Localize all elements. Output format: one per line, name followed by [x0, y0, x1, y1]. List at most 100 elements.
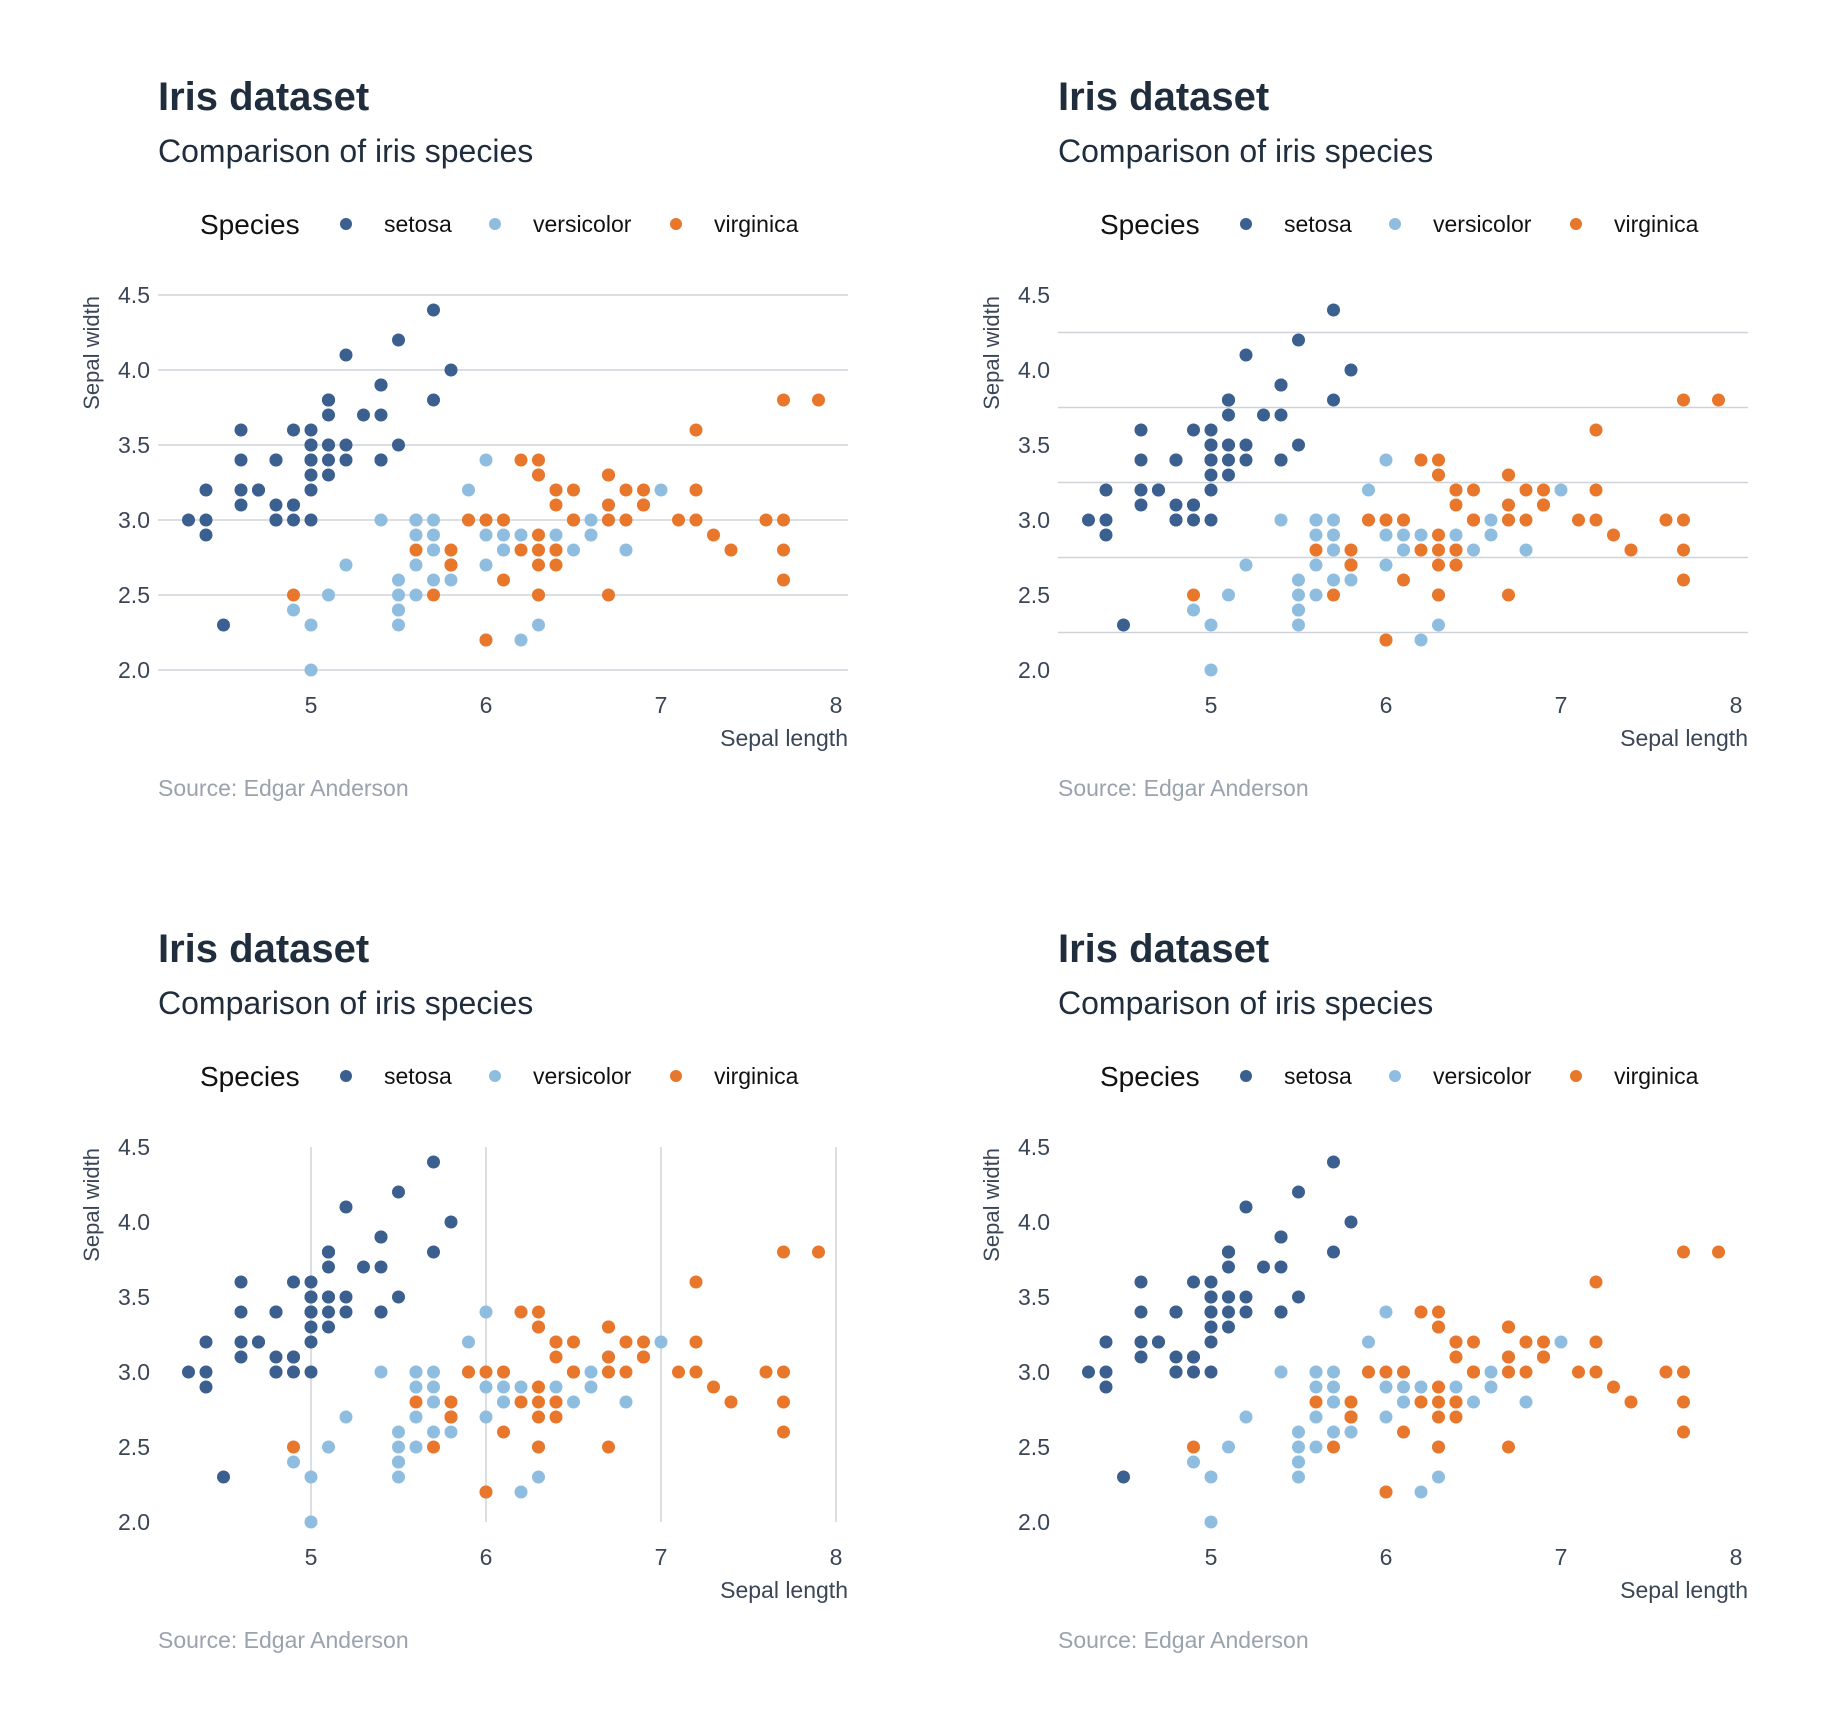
data-point-virginica: [532, 543, 545, 557]
data-point-setosa: [322, 1305, 335, 1319]
data-point-versicolor: [1309, 513, 1323, 527]
data-point-setosa: [287, 513, 300, 527]
data-point-virginica: [514, 1305, 528, 1319]
data-point-virginica: [1432, 453, 1445, 467]
data-point-versicolor: [1379, 1380, 1393, 1394]
data-point-virginica: [532, 528, 545, 542]
data-point-virginica: [1537, 498, 1550, 512]
data-point-virginica: [532, 1440, 545, 1454]
data-point-virginica: [1449, 1335, 1463, 1349]
data-point-setosa: [392, 1290, 405, 1304]
data-point-setosa: [1239, 1200, 1253, 1214]
x-axis-label: Sepal length: [1620, 725, 1748, 751]
data-point-versicolor: [1309, 1440, 1323, 1454]
data-point-versicolor: [567, 543, 580, 557]
data-point-setosa: [1222, 453, 1235, 467]
y-tick-label: 2.5: [1018, 582, 1050, 608]
data-point-setosa: [234, 483, 248, 497]
data-point-virginica: [1432, 1440, 1445, 1454]
data-point-versicolor: [567, 1395, 580, 1409]
data-point-setosa: [392, 333, 405, 347]
data-point-setosa: [322, 1245, 335, 1259]
data-point-virginica: [532, 453, 545, 467]
data-point-setosa: [374, 1305, 388, 1319]
data-point-setosa: [1222, 1245, 1235, 1259]
x-tick-label: 7: [655, 692, 668, 718]
y-tick-label: 4.5: [118, 282, 150, 308]
data-point-virginica: [427, 1440, 440, 1454]
data-point-setosa: [427, 393, 440, 407]
data-point-setosa: [1082, 513, 1095, 527]
data-point-virginica: [1572, 513, 1585, 527]
series-versicolor: [1187, 1305, 1568, 1529]
x-tick-label: 7: [1555, 1544, 1568, 1570]
data-point-virginica: [672, 513, 685, 527]
data-point-setosa: [287, 1275, 300, 1289]
data-point-versicolor: [1187, 603, 1200, 617]
data-point-versicolor: [479, 1380, 493, 1394]
data-point-virginica: [1624, 1395, 1638, 1409]
data-point-versicolor: [584, 1365, 598, 1379]
data-point-virginica: [1519, 513, 1533, 527]
data-point-setosa: [287, 1365, 300, 1379]
y-tick-label: 2.5: [118, 582, 150, 608]
data-point-versicolor: [1292, 588, 1305, 602]
data-point-virginica: [812, 393, 825, 407]
data-point-setosa: [304, 1320, 318, 1334]
data-point-versicolor: [497, 528, 510, 542]
data-point-setosa: [357, 408, 370, 422]
data-point-virginica: [1502, 1350, 1515, 1364]
data-point-versicolor: [1397, 543, 1410, 557]
data-point-setosa: [217, 1470, 230, 1484]
data-point-setosa: [1117, 618, 1130, 632]
data-point-setosa: [269, 513, 283, 527]
data-point-setosa: [269, 498, 283, 512]
data-point-versicolor: [1239, 1410, 1253, 1424]
data-point-setosa: [234, 1305, 248, 1319]
data-point-versicolor: [1239, 558, 1253, 572]
data-point-virginica: [532, 1395, 545, 1409]
data-point-virginica: [549, 558, 563, 572]
data-point-virginica: [1467, 1335, 1480, 1349]
data-point-virginica: [1467, 1365, 1480, 1379]
data-point-virginica: [1449, 1395, 1463, 1409]
data-point-virginica: [777, 543, 790, 557]
data-point-virginica: [532, 468, 545, 482]
data-point-versicolor: [427, 1425, 440, 1439]
data-point-versicolor: [1204, 618, 1218, 632]
chart-title: Iris dataset: [158, 75, 369, 119]
data-point-versicolor: [479, 558, 493, 572]
data-point-setosa: [1204, 438, 1218, 452]
data-point-virginica: [1432, 468, 1445, 482]
data-point-virginica: [1502, 588, 1515, 602]
data-point-virginica: [532, 1320, 545, 1334]
data-point-versicolor: [1274, 513, 1288, 527]
data-point-versicolor: [1274, 1365, 1288, 1379]
data-point-virginica: [777, 393, 790, 407]
data-point-setosa: [1099, 483, 1113, 497]
chart-subtitle: Comparison of iris species: [1058, 133, 1433, 169]
legend: Species setosa versicolor virginica: [1100, 1061, 1699, 1092]
legend-title: Species: [200, 209, 300, 240]
data-point-versicolor: [497, 543, 510, 557]
x-tick-label: 8: [1730, 692, 1743, 718]
data-point-setosa: [357, 1260, 370, 1274]
data-point-versicolor: [1327, 1425, 1340, 1439]
data-point-versicolor: [1484, 513, 1498, 527]
data-point-virginica: [444, 1395, 458, 1409]
data-point-setosa: [1099, 513, 1113, 527]
data-point-versicolor: [1309, 558, 1323, 572]
data-point-virginica: [479, 1365, 493, 1379]
data-point-virginica: [777, 1245, 790, 1259]
data-point-setosa: [1204, 468, 1218, 482]
y-tick-label: 3.0: [118, 507, 150, 533]
data-point-setosa: [252, 483, 265, 497]
data-point-virginica: [619, 483, 633, 497]
data-point-versicolor: [427, 1365, 440, 1379]
data-point-versicolor: [1327, 1380, 1340, 1394]
data-point-versicolor: [1414, 528, 1428, 542]
data-point-versicolor: [497, 1395, 510, 1409]
data-point-setosa: [1274, 378, 1288, 392]
data-point-virginica: [724, 1395, 738, 1409]
data-point-virginica: [602, 1440, 615, 1454]
